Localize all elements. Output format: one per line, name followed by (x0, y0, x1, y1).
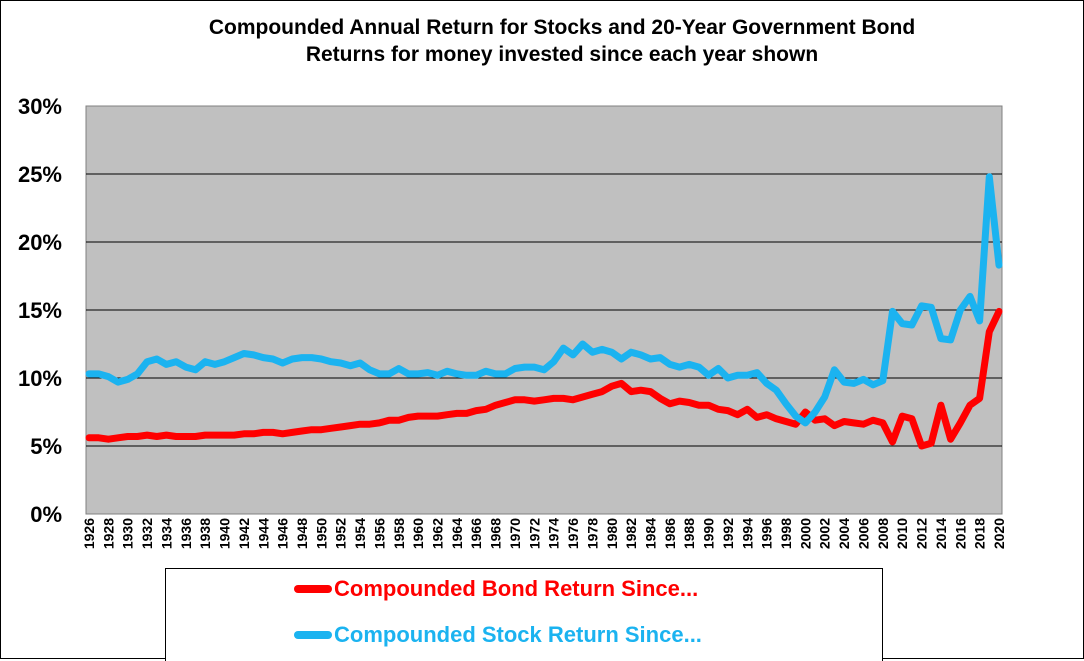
legend-swatch-bond (294, 585, 332, 593)
x-tick-label: 1984 (642, 518, 658, 549)
x-tick-label: 1934 (158, 518, 174, 549)
x-tick-label: 2010 (894, 518, 910, 549)
series-lines (85, 173, 1003, 450)
x-tick-label: 1972 (526, 518, 542, 549)
x-tick-label: 1960 (410, 518, 426, 549)
x-tick-label: 1966 (468, 518, 484, 549)
series-line-stock (85, 173, 1003, 427)
x-tick-label: 1998 (778, 518, 794, 549)
y-tick-label: 30% (18, 94, 62, 119)
x-tick-label: 1952 (333, 518, 349, 549)
x-tick-label: 1944 (255, 518, 271, 549)
y-tick-label: 10% (18, 366, 62, 391)
x-tick-label: 1980 (604, 518, 620, 549)
y-tick-label: 5% (30, 434, 62, 459)
x-tick-label: 1938 (197, 518, 213, 549)
legend-item-bond: Compounded Bond Return Since... (294, 576, 698, 602)
x-tick-label: 1974 (546, 518, 562, 549)
x-tick-label: 1946 (275, 518, 291, 549)
x-tick-label: 1986 (662, 518, 678, 549)
chart-title: Compounded Annual Return for Stocks and … (60, 14, 1064, 68)
x-tick-label: 1936 (178, 518, 194, 549)
x-tick-label: 1990 (701, 518, 717, 549)
x-tick-label: 1992 (720, 518, 736, 549)
x-tick-label: 1926 (81, 518, 97, 549)
y-axis-tick-labels: 0% 5% 10% 15% 20% 25% 30% (18, 94, 62, 527)
x-tick-label: 1978 (584, 518, 600, 549)
x-tick-label: 2004 (836, 518, 852, 549)
x-tick-label: 1962 (430, 518, 446, 549)
x-tick-label: 2018 (972, 518, 988, 549)
x-tick-label: 1976 (565, 518, 581, 549)
legend-item-stock: Compounded Stock Return Since... (294, 622, 702, 648)
x-tick-label: 2000 (797, 518, 813, 549)
x-axis-tick-labels: 1926 1928 1930 1932 1934 1936 1938 1940 1942 1944… (81, 518, 1007, 549)
chart-title-line-1: Compounded Annual Return for Stocks and … (208, 16, 916, 39)
y-tick-label: 0% (30, 502, 62, 527)
legend: Compounded Bond Return Since... Compound… (165, 568, 883, 661)
y-tick-label: 20% (18, 230, 62, 255)
x-tick-label: 1950 (313, 518, 329, 549)
x-tick-label: 2016 (952, 518, 968, 549)
x-tick-label: 1996 (759, 518, 775, 549)
legend-swatch-stock (294, 631, 332, 639)
legend-label-bond: Compounded Bond Return Since... (334, 576, 699, 601)
x-tick-label: 2020 (991, 518, 1007, 549)
legend-label-stock: Compounded Stock Return Since... (334, 622, 702, 647)
x-tick-label: 1958 (391, 518, 407, 549)
series-line-bond (85, 307, 1003, 450)
x-tick-label: 1968 (488, 518, 504, 549)
x-tick-label: 1970 (507, 518, 523, 549)
y-tick-label: 15% (18, 298, 62, 323)
x-tick-label: 1940 (217, 518, 233, 549)
x-tick-label: 1988 (681, 518, 697, 549)
x-tick-label: 1982 (623, 518, 639, 549)
x-tick-label: 1948 (294, 518, 310, 549)
x-tick-label: 1928 (100, 518, 116, 549)
x-tick-label: 2006 (855, 518, 871, 549)
x-tick-label: 1932 (139, 518, 155, 549)
y-tick-label: 25% (18, 162, 62, 187)
x-tick-label: 2014 (933, 518, 949, 549)
x-tick-label: 1964 (449, 518, 465, 549)
x-tick-label: 1930 (120, 518, 136, 549)
grid-lines (86, 173, 1002, 447)
x-tick-label: 1956 (371, 518, 387, 549)
x-tick-label: 1954 (352, 518, 368, 549)
chart-title-line-2: Returns for money invested since each ye… (305, 43, 819, 66)
x-tick-label: 2012 (914, 518, 930, 549)
x-tick-label: 1994 (739, 518, 755, 549)
x-tick-label: 2002 (817, 518, 833, 549)
x-tick-label: 1942 (236, 518, 252, 549)
x-tick-label: 2008 (875, 518, 891, 549)
